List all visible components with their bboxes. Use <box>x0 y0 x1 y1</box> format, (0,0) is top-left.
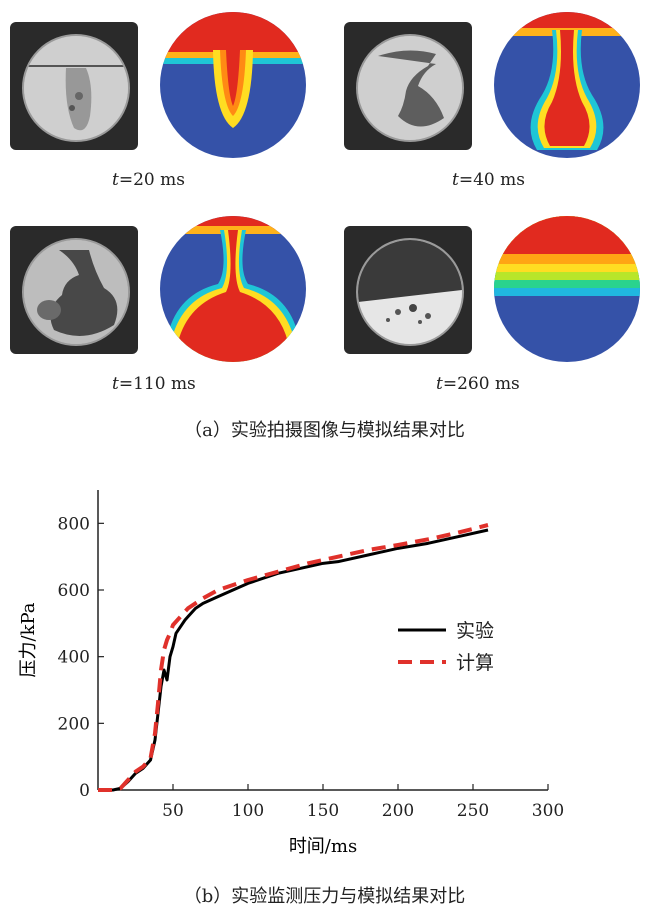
time-label: t=20 ms <box>112 170 185 190</box>
time-label: t=110 ms <box>112 374 196 394</box>
legend-label-1: 计算 <box>456 652 494 674</box>
time-label: t=40 ms <box>452 170 525 190</box>
y-tick-label: 800 <box>58 514 90 534</box>
time-label: t=260 ms <box>436 374 520 394</box>
chart-ticks: 50 100 150 200 250 300 0 200 400 600 800 <box>58 514 565 821</box>
y-tick-label: 600 <box>58 581 90 601</box>
experiment-photo <box>344 226 472 354</box>
x-tick-label: 150 <box>307 801 339 821</box>
x-tick-label: 250 <box>457 801 489 821</box>
y-tick-label: 200 <box>58 714 90 734</box>
caption-a: （a）实验拍摄图像与模拟结果对比 <box>184 420 465 441</box>
simulation-contour <box>160 12 306 158</box>
experiment-photo <box>344 22 472 150</box>
experiment-photo <box>10 22 138 150</box>
simulation-contour <box>494 12 640 158</box>
series-line-1 <box>98 523 489 792</box>
chart-lines <box>98 523 489 792</box>
y-tick-label: 400 <box>58 648 90 668</box>
legend-label-0: 实验 <box>456 620 494 642</box>
simulation-contour <box>160 216 306 362</box>
x-tick-label: 200 <box>382 801 414 821</box>
x-axis-label: 时间/ms <box>289 836 357 857</box>
panel-a: t=20 ms t=40 ms <box>0 0 649 450</box>
y-tick-label: 0 <box>79 781 90 801</box>
simulation-contour <box>494 216 640 362</box>
experiment-photo <box>10 226 138 354</box>
panel-b: 50 100 150 200 250 300 0 200 400 600 800 实验计算 时间/m… <box>0 470 649 908</box>
x-tick-label: 300 <box>532 801 564 821</box>
y-axis-label: 压力/kPa <box>18 602 39 677</box>
caption-b: （b）实验监测压力与模拟结果对比 <box>183 886 466 907</box>
x-tick-label: 100 <box>232 801 264 821</box>
x-tick-label: 50 <box>162 801 184 821</box>
